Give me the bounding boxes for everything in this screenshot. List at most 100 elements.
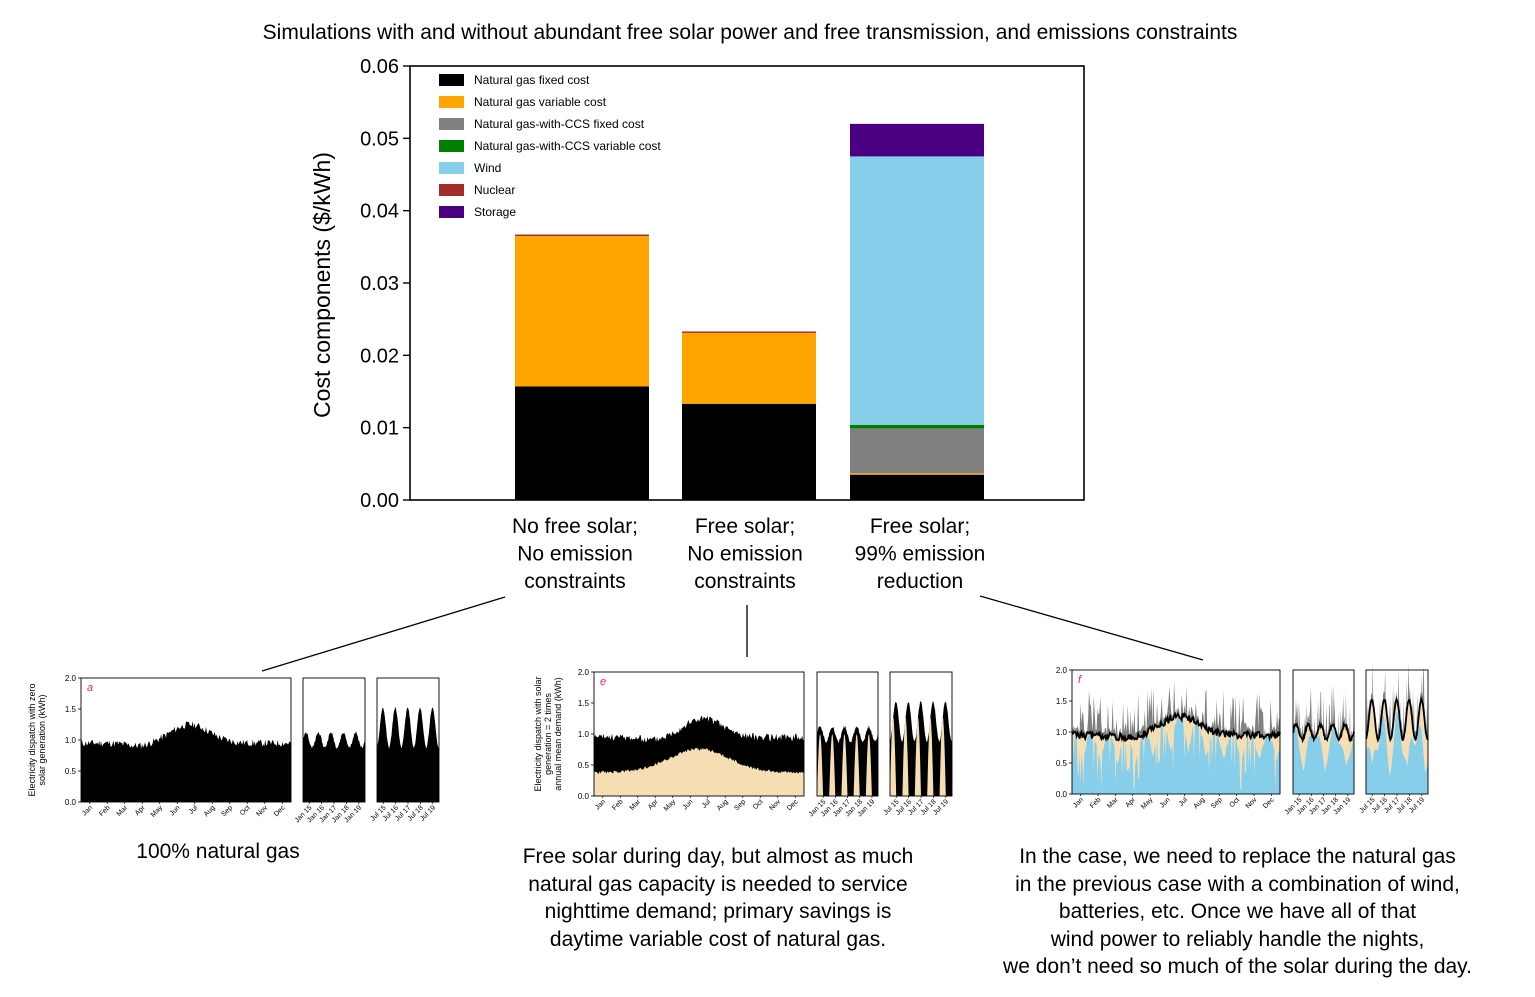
legend-entry: Natural gas-with-CCS variable cost [474,139,661,153]
connector-line-f [979,595,1204,661]
caption-line: we don’t need so much of the solar durin… [1003,955,1472,978]
panel-x-tick-label: Feb [1089,796,1103,810]
legend-swatch [439,140,464,152]
solar-dispatch-area [817,734,878,796]
panel-x-tick-label: Dec [786,798,800,812]
panel-y-tick-label: 1.0 [1056,728,1068,737]
panel-x-tick-label: Jan [594,798,607,811]
panel-frame [80,677,292,803]
panel-y-tick-label: 1.0 [65,736,77,745]
panel-x-tick-label: Jan [81,804,94,817]
wind-dispatch-area [1293,726,1354,794]
x-category-label: No emission [687,543,803,566]
bar-segment [515,235,649,387]
y-tick-label: 0.03 [360,273,399,295]
y-tick-label: 0.02 [360,345,399,367]
x-category-label: No free solar; [512,515,638,538]
panel-y-tick-label: 0.5 [578,761,590,770]
gas-dispatch-area [81,721,291,802]
bar-segment [515,234,649,236]
legend-swatch [439,96,464,108]
panel-x-tick-label: Apr [647,798,660,811]
panel-frame [1071,669,1281,795]
panel-x-tick-label: Jun [169,804,182,817]
panel-x-tick-label: Feb [611,798,625,812]
legend-entry: Nuclear [474,183,515,197]
panel-y-axis-label: generation = 2 times [543,693,553,775]
legend-entry: Natural gas variable cost [474,95,607,109]
panel-y-tick-label: 0.0 [1056,790,1068,799]
wind-dispatch-area [1366,711,1428,794]
x-category-label: constraints [694,570,796,593]
panel-y-tick-label: 1.5 [1056,697,1068,706]
panel-x-tick-label: Mar [116,804,130,818]
panel-x-tick-label: Jun [682,798,695,811]
panel-x-tick-label: Sep [1210,796,1224,810]
panel-x-tick-label: May [150,804,165,819]
x-category-label: constraints [524,570,626,593]
panel-y-tick-label: 1.5 [578,699,590,708]
panel-x-tick-label: Nov [768,798,782,812]
panel-x-tick-label: Aug [1193,796,1207,810]
panel-x-tick-label: Jul [188,804,200,816]
main-bar-chart: 0.00 0.01 0.02 0.03 0.04 0.05 0.06 Cost compone… [309,56,1085,593]
y-tick-label: 0.04 [360,201,399,223]
legend-entry: Storage [474,205,516,219]
panel-x-tick-label: Jan [1072,796,1085,809]
y-tick-label: 0.01 [360,418,399,440]
panel-x-tick-label: Sep [733,798,747,812]
figure-title: Simulations with and without abundant fr… [263,21,1238,44]
dispatch-panel-e: 0.0 0.5 1.0 1.5 2.0 Electricity dispatch with… [533,668,953,818]
legend-swatch [439,74,464,86]
dispatch-panel-a: 0.0 0.5 1.0 1.5 2.0 Electricity dispatch with… [27,674,440,824]
panel-x-tick-label: Aug [203,804,217,818]
bar-segment [682,403,816,500]
bar-segment [850,424,984,429]
panel-x-tick-label: Sep [220,804,234,818]
x-category-label: Free solar; [695,515,795,538]
panel-letter: f [1078,674,1082,686]
solar-dispatch-area [890,717,952,796]
panel-x-tick-label: May [663,798,678,813]
panel-x-tick-label: Apr [134,804,147,817]
legend-entry: Natural gas fixed cost [474,73,590,87]
gas-dispatch-area [303,731,365,802]
gas-dispatch-area [377,707,439,802]
legend-swatch [439,118,464,130]
caption-line: daytime variable cost of natural gas. [549,927,887,951]
caption-line: in the previous case with a combination … [1015,872,1460,896]
demand-line [1292,721,1355,744]
legend-swatch [439,206,464,218]
bar-segment [850,474,984,500]
y-axis-label: Cost components ($/kWh) [309,152,335,418]
panel-y-tick-label: 1.5 [65,705,77,714]
bar-segment [850,123,984,157]
caption-line: 100% natural gas [136,840,300,863]
panel-y-axis-label: Electricity dispatch with zero [27,683,37,796]
y-tick-label: 0.00 [360,490,399,512]
panel-x-tick-label: May [1140,796,1155,811]
x-category-label: reduction [877,570,963,593]
panel-letter: a [87,682,93,694]
caption-line: batteries, etc. Once we have all of that [1058,900,1417,923]
panel-x-tick-label: Feb [98,804,112,818]
wind-dispatch-area [1072,715,1280,794]
connector-lines [261,595,1204,672]
x-category-label: No emission [517,543,633,566]
caption-line: In the case, we need to replace the natu… [1019,845,1456,868]
bar-segment [515,386,649,500]
legend-swatch [439,162,464,174]
panel-frame [593,671,805,797]
connector-line-a [261,596,506,672]
caption-line: natural gas capacity is needed to servic… [528,872,908,896]
caption-line: wind power to reliably handle the nights… [1050,927,1425,951]
panel-x-tick-label: Oct [239,804,252,817]
panel-y-tick-label: 2.0 [578,668,590,677]
panel-x-tick-label: Oct [1228,796,1241,809]
panel-x-tick-label: Jul [1178,796,1190,808]
bar-segment [850,156,984,425]
panel-y-tick-label: 0.0 [65,798,77,807]
bar-segment [850,428,984,474]
panel-y-tick-label: 2.0 [1056,666,1068,675]
panel-x-tick-label: Mar [629,798,643,812]
